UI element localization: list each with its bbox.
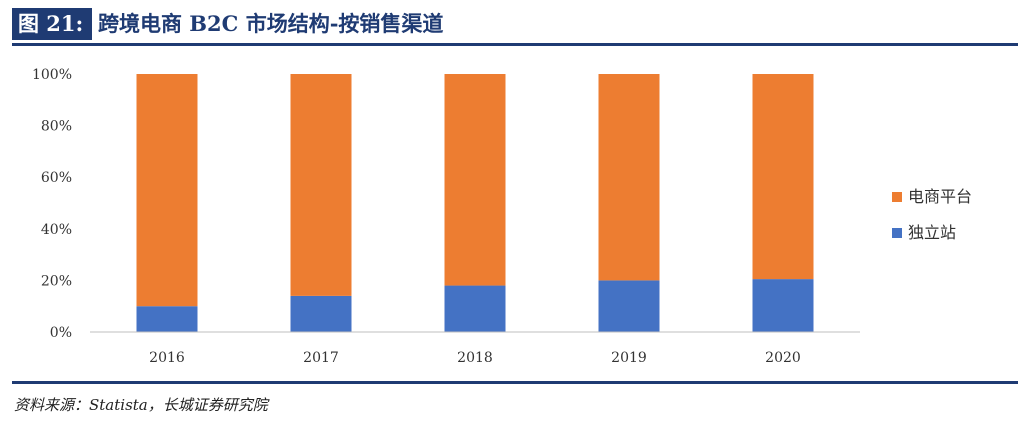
bar-segment-platform [444, 74, 506, 286]
y-tick-label: 0% [50, 325, 72, 341]
x-tick-label: 2020 [765, 350, 801, 366]
bar-segment-platform [290, 74, 352, 296]
y-axis: 0% 20% 40% 60% 80% 100% [32, 67, 72, 341]
legend-label: 独立站 [908, 223, 956, 242]
bar-segment-independent [444, 285, 506, 332]
y-tick-label: 60% [41, 170, 72, 186]
legend-swatch [892, 192, 902, 202]
bar-segment-platform [136, 74, 198, 307]
source-note: 资料来源：Statista，长城证券研究院 [14, 396, 268, 414]
stacked-bar-chart: 0%20%40%60%80%100% 2016 2017 2018 2019 2020 … [32, 67, 972, 366]
bar-segment-independent [752, 279, 814, 332]
bar-segment-platform [598, 74, 660, 281]
y-tick-label: 80% [41, 119, 72, 135]
title-divider [12, 43, 1018, 46]
chart-title: 跨境电商 B2C 市场结构-按销售渠道 [98, 11, 444, 36]
x-tick-label: 2017 [303, 350, 339, 366]
y-tick-label: 40% [41, 222, 72, 238]
figure-header: 图 21: 跨境电商 B2C 市场结构-按销售渠道 [0, 0, 1027, 48]
x-tick-label: 2019 [611, 350, 647, 366]
bars [136, 74, 814, 332]
y-tick-label: 20% [41, 273, 72, 289]
bar-segment-independent [598, 280, 660, 332]
x-tick-label: 2018 [457, 350, 493, 366]
bar-segment-platform [752, 74, 814, 280]
bar-segment-independent [290, 295, 352, 332]
legend-swatch [892, 228, 902, 238]
x-axis: 2016 2017 2018 2019 2020 [149, 350, 801, 366]
y-tick-label: 100% [32, 67, 72, 83]
bar-segment-independent [136, 306, 198, 332]
x-tick-label: 2016 [149, 350, 185, 366]
figure-number-badge: 图 21: [12, 8, 92, 40]
legend-label: 电商平台 [908, 187, 972, 206]
footer-divider [12, 381, 1018, 384]
